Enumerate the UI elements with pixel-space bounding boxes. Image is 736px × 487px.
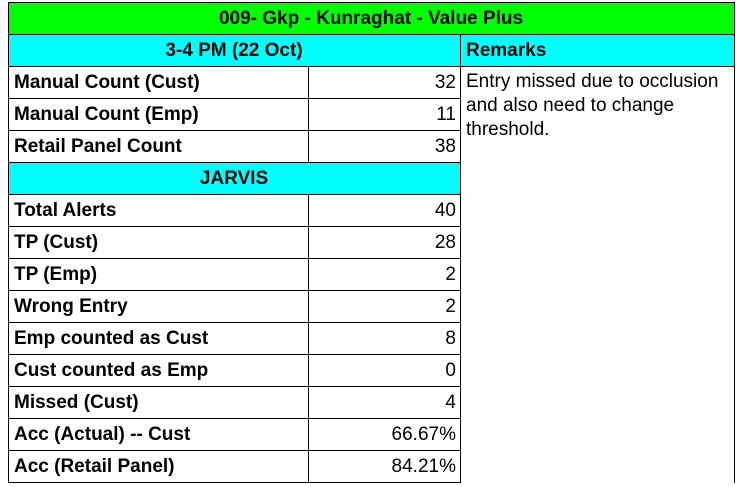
time-period-header[interactable]: 3-4 PM (22 Oct) xyxy=(8,34,460,66)
acc-retail-panel-value[interactable]: 84.21% xyxy=(391,455,456,477)
gridline xyxy=(8,354,461,355)
emp-counted-as-cust-label[interactable]: Emp counted as Cust xyxy=(14,327,209,349)
gridline xyxy=(8,34,735,35)
missed-cust-label[interactable]: Missed (Cust) xyxy=(14,391,139,413)
remarks-text[interactable]: Entry missed due to occlusion and also n… xyxy=(466,71,719,140)
gridline xyxy=(308,66,309,162)
gridline xyxy=(8,290,461,291)
gridline xyxy=(8,2,9,483)
gridline xyxy=(8,2,735,3)
wrong-entry-value[interactable]: 2 xyxy=(445,295,456,317)
manual-count-emp-value[interactable]: 11 xyxy=(436,103,456,125)
tp-cust-value[interactable]: 28 xyxy=(434,231,456,253)
gridline xyxy=(460,34,461,483)
acc-actual-cust-value[interactable]: 66.67% xyxy=(391,423,456,445)
gridline xyxy=(8,482,461,483)
total-alerts-label[interactable]: Total Alerts xyxy=(14,199,117,221)
tp-cust-label[interactable]: TP (Cust) xyxy=(14,231,99,253)
gridline xyxy=(8,98,461,99)
cust-counted-as-emp-value[interactable]: 0 xyxy=(445,359,456,381)
manual-count-emp-label[interactable]: Manual Count (Emp) xyxy=(14,103,199,125)
sheet-title[interactable]: 009- Gkp - Kunraghat - Value Plus xyxy=(8,2,734,34)
missed-cust-value[interactable]: 4 xyxy=(445,391,456,413)
total-alerts-value[interactable]: 40 xyxy=(434,199,456,221)
jarvis-header[interactable]: JARVIS xyxy=(8,162,460,194)
gridline xyxy=(8,418,461,419)
retail-panel-count-value[interactable]: 38 xyxy=(434,135,456,157)
manual-count-cust-label[interactable]: Manual Count (Cust) xyxy=(14,71,200,93)
gridline xyxy=(8,322,461,323)
remarks-header[interactable]: Remarks xyxy=(460,34,734,66)
tp-emp-value[interactable]: 2 xyxy=(445,263,456,285)
tp-emp-label[interactable]: TP (Emp) xyxy=(14,263,98,285)
manual-count-cust-value[interactable]: 32 xyxy=(434,71,456,93)
gridline xyxy=(8,258,461,259)
retail-panel-count-label[interactable]: Retail Panel Count xyxy=(14,135,182,157)
wrong-entry-label[interactable]: Wrong Entry xyxy=(14,295,128,317)
gridline xyxy=(8,450,461,451)
gridline xyxy=(8,66,735,67)
gridline xyxy=(8,386,461,387)
emp-counted-as-cust-value[interactable]: 8 xyxy=(445,327,456,349)
gridline xyxy=(734,2,735,483)
gridline xyxy=(308,194,309,483)
acc-actual-cust-label[interactable]: Acc (Actual) -- Cust xyxy=(14,423,191,445)
gridline xyxy=(8,130,461,131)
gridline xyxy=(8,194,461,195)
gridline xyxy=(8,162,461,163)
gridline xyxy=(8,226,461,227)
cust-counted-as-emp-label[interactable]: Cust counted as Emp xyxy=(14,359,209,381)
acc-retail-panel-label[interactable]: Acc (Retail Panel) xyxy=(14,455,175,477)
